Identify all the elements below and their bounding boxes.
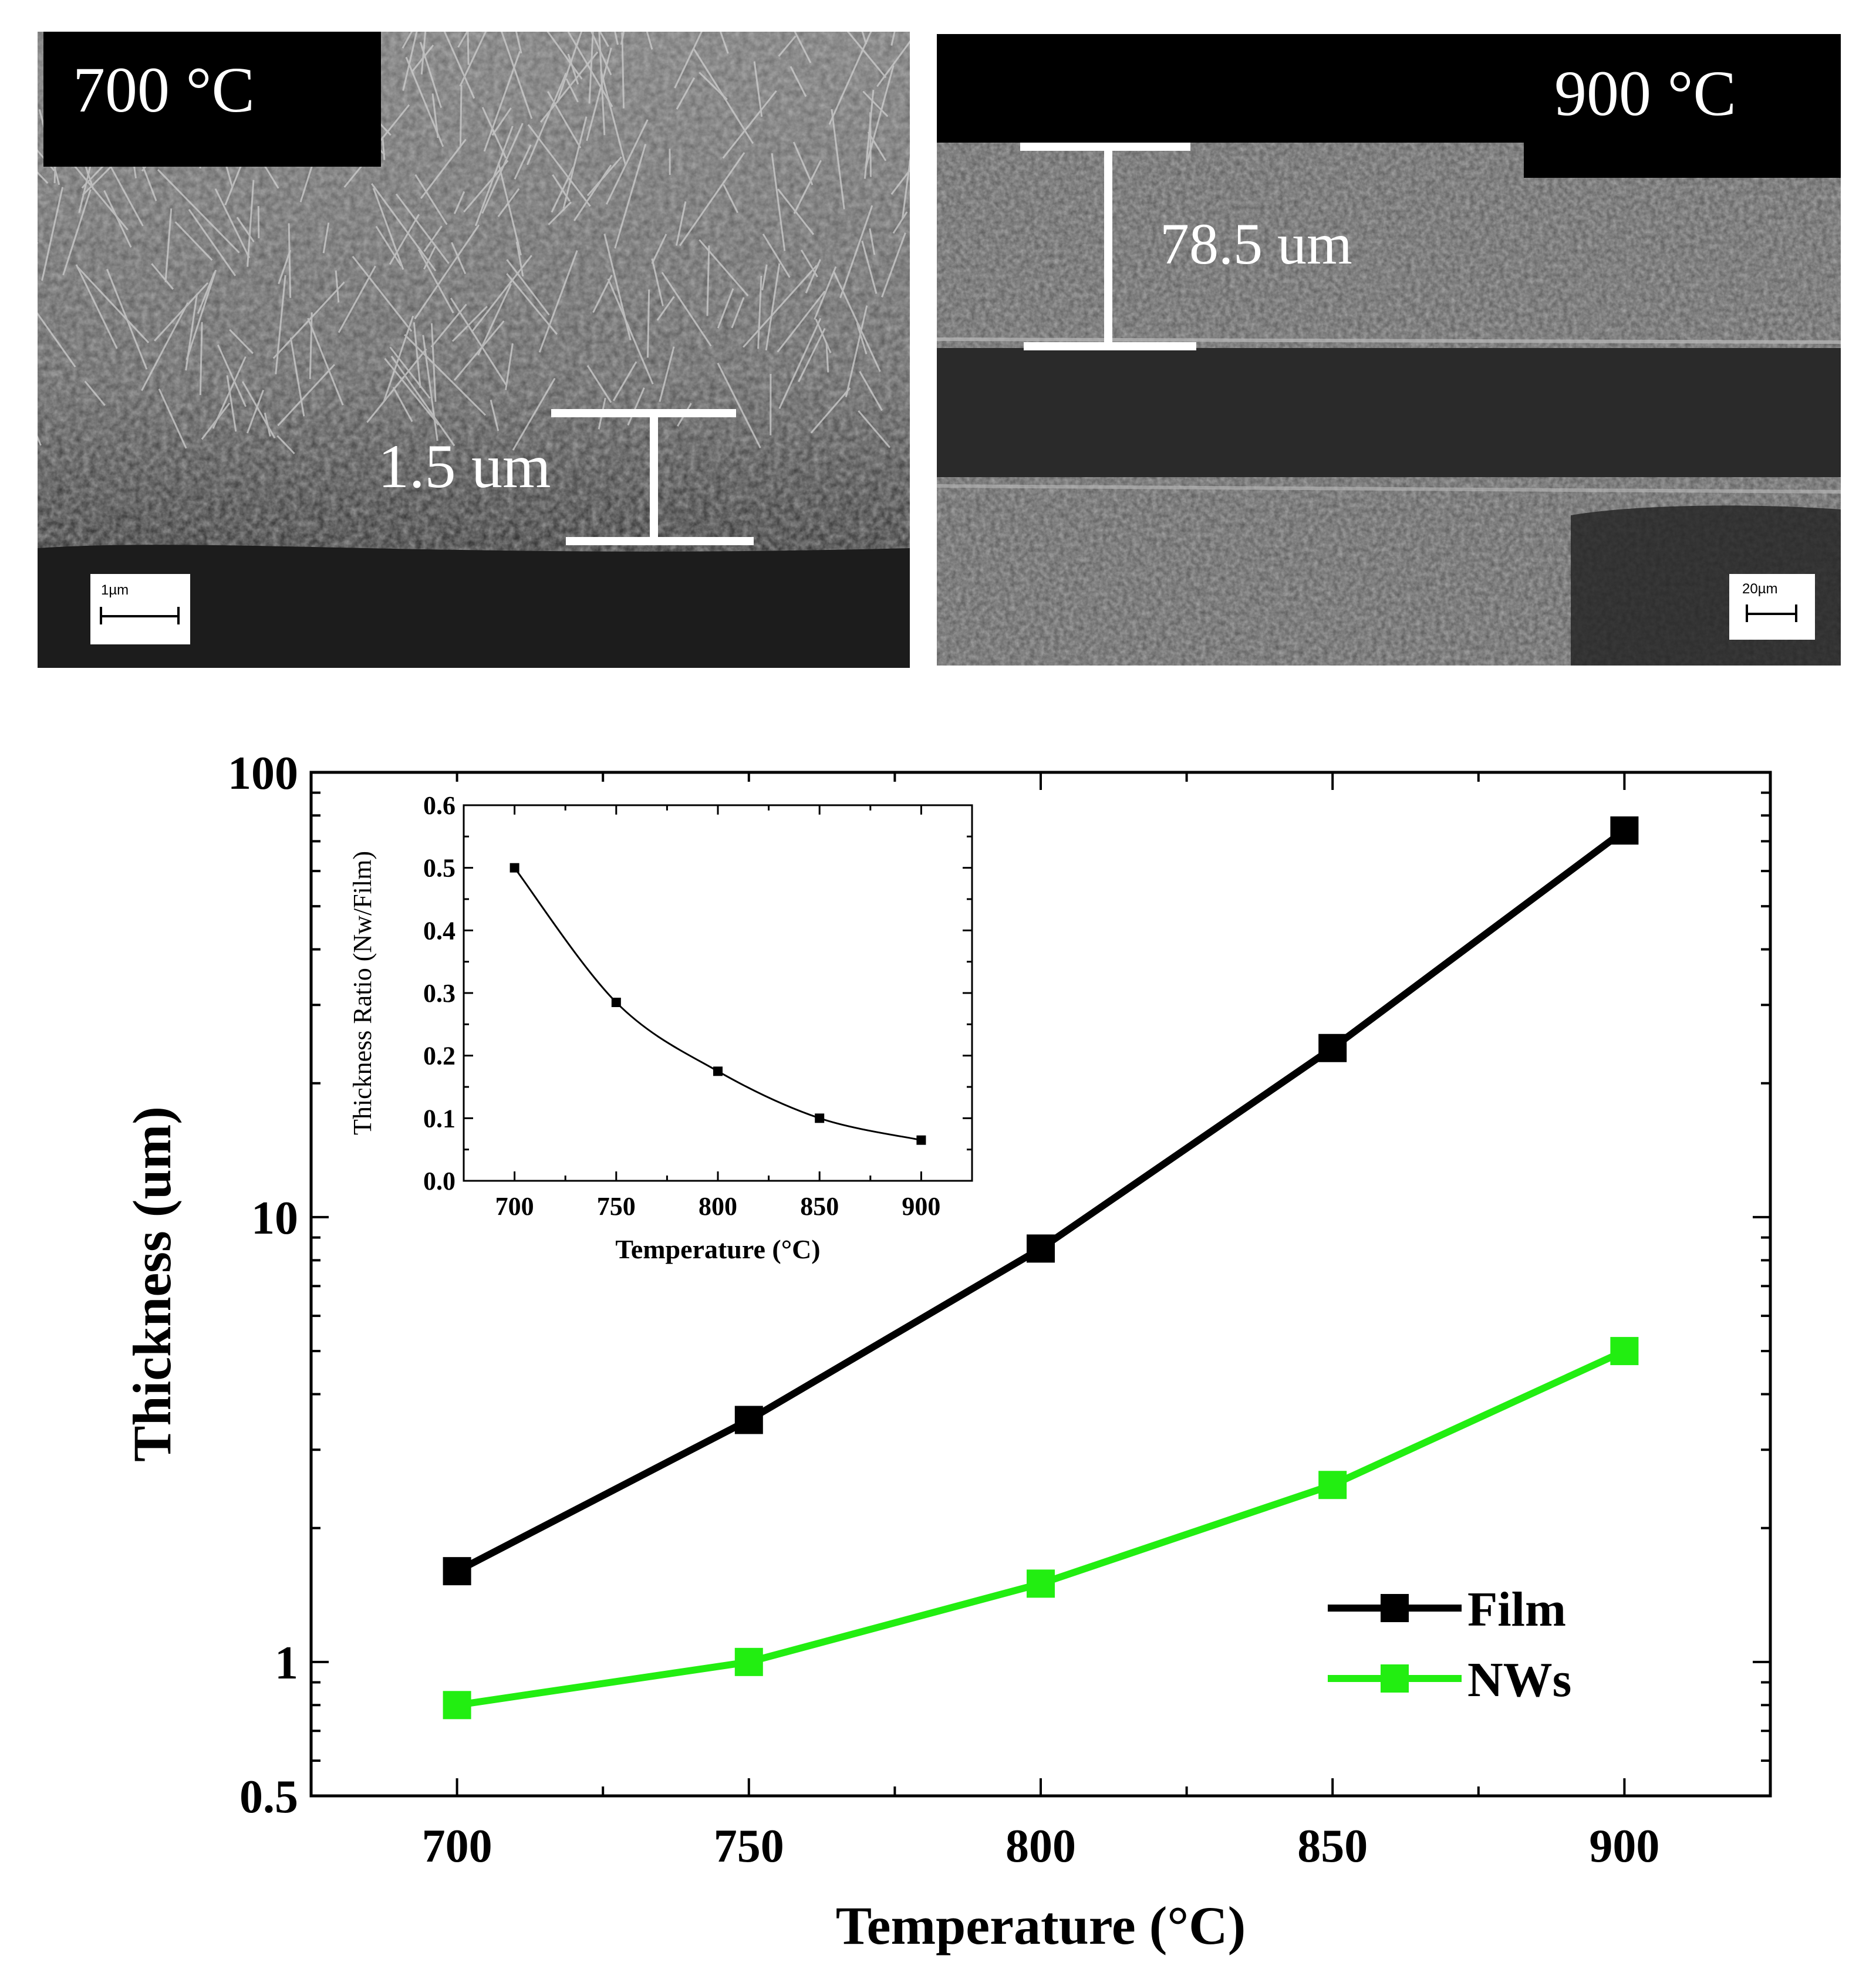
inset-x-tick-label: 750 [597,1192,636,1221]
inset-y-tick-label: 0.2 [423,1042,455,1070]
scale-bar: 20µm [1729,574,1815,640]
thickness-label: 1.5 um [378,432,551,501]
data-point-film [1027,1234,1055,1263]
temperature-label: 900 °C [1554,58,1736,129]
legend-label-nws: NWs [1467,1653,1571,1707]
data-point-film [1318,1034,1347,1062]
legend-label-film: Film [1467,1582,1566,1637]
temperature-label-box [1524,34,1841,178]
x-tick-label: 800 [1006,1821,1076,1872]
thickness-label: 78.5 um [1160,211,1352,276]
inset-y-tick-label: 0.4 [423,916,455,945]
inset-data-point [713,1066,723,1076]
main-ticks [311,771,1770,1797]
legend-item-nws: NWs [1328,1653,1571,1707]
inset-x-tick-label: 850 [800,1192,839,1221]
sem-micrograph-900: 900 °C 78.5 um 20µm [937,34,1841,666]
inset-ticks [464,804,972,1182]
y-tick-label: 100 [228,748,298,799]
y-tick-label: 1 [275,1637,298,1689]
temperature-label-box [43,32,381,167]
scale-bar-label: 1µm [101,582,129,598]
inset-plot: 700 750 800 850 900 0.0 0.1 0.2 0.3 0.4 0.5 0.6 Tem… [335,782,996,1269]
thickness-marker-900 [1020,143,1196,350]
main-plot: 700 750 800 850 900 0.5 1 10 100 Temperature (°C… [122,748,1772,1956]
sem-micrograph-700: 700 °C 1.5 um 1µm [38,32,910,668]
inset-data-point [815,1113,825,1123]
inset-y-tick-label: 0.3 [423,979,455,1008]
data-point-film [443,1557,471,1586]
inset-data-point [510,863,519,873]
x-tick-label: 700 [422,1821,492,1872]
inset-y-tick-label: 0.6 [423,791,455,820]
data-point-film [734,1406,763,1434]
x-tick-label: 900 [1589,1821,1659,1872]
inset-x-tick-label: 900 [902,1192,940,1221]
inset-x-axis-label: Temperature (°C) [615,1234,820,1264]
data-point-film [1610,816,1639,845]
data-point-nws [443,1691,471,1720]
y-axis-label: Thickness (um) [122,1106,182,1462]
temperature-label: 700 °C [73,54,255,126]
main-tick-labels: 700 750 800 850 900 0.5 1 10 100 [228,748,1659,1872]
inset-tick-labels: 700 750 800 850 900 0.0 0.1 0.2 0.3 0.4 0.5 0.6 [423,791,940,1221]
thickness-chart: 700 750 800 850 900 0.5 1 10 100 Temperature (°C… [122,748,1772,1956]
y-tick-label: 0.5 [239,1771,298,1823]
inset-data-point [611,998,621,1007]
legend-item-film: Film [1328,1582,1566,1637]
inset-y-tick-label: 0.5 [423,854,455,883]
y-tick-label: 10 [251,1193,298,1244]
inset-x-tick-label: 700 [495,1192,534,1221]
inset-y-tick-label: 0.1 [423,1104,455,1133]
x-tick-label: 750 [714,1821,784,1872]
scale-bar: 1µm [90,574,190,644]
inset-data-point [916,1135,926,1145]
inset-series-line [514,867,922,1141]
data-point-nws [1318,1471,1347,1499]
scale-bar-label: 20µm [1742,581,1778,597]
x-axis-label: Temperature (°C) [836,1896,1246,1956]
inset-series [510,863,926,1145]
inset-y-tick-label: 0.0 [423,1167,455,1195]
thickness-marker-700 [551,409,754,545]
legend: Film NWs [1328,1582,1571,1707]
main-series [443,816,1639,1720]
x-tick-label: 850 [1297,1821,1368,1872]
series-line-nws [456,1347,1626,1709]
data-point-nws [1027,1569,1055,1598]
inset-y-axis-label: Thickness Ratio (Nw/Film) [348,851,377,1135]
data-point-nws [1610,1337,1639,1366]
data-point-nws [734,1647,763,1676]
inset-x-tick-label: 800 [699,1192,737,1221]
